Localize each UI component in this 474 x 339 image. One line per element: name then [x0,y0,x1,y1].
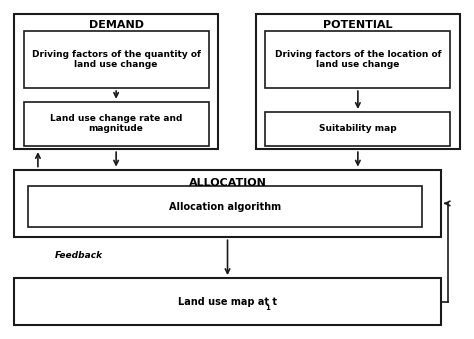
Text: Suitability map: Suitability map [319,124,397,133]
Text: Driving factors of the quantity of
land use change: Driving factors of the quantity of land … [32,49,201,69]
Bar [256,14,460,149]
Bar [265,112,450,146]
Text: Feedback: Feedback [55,252,103,260]
Text: ALLOCATION: ALLOCATION [189,178,266,188]
Bar [265,31,450,88]
Bar [14,278,441,325]
Text: Allocation algorithm: Allocation algorithm [169,202,281,212]
Text: Land use change rate and
magnitude: Land use change rate and magnitude [50,114,182,134]
Text: DEMAND: DEMAND [89,20,144,30]
Bar [28,186,422,227]
Bar [24,31,209,88]
Bar [14,14,218,149]
Text: 1: 1 [265,305,270,311]
Bar [24,102,209,146]
Bar [14,170,441,237]
Text: Driving factors of the location of
land use change: Driving factors of the location of land … [274,49,441,69]
Text: Land use map at t: Land use map at t [178,297,277,307]
Text: POTENTIAL: POTENTIAL [323,20,392,30]
